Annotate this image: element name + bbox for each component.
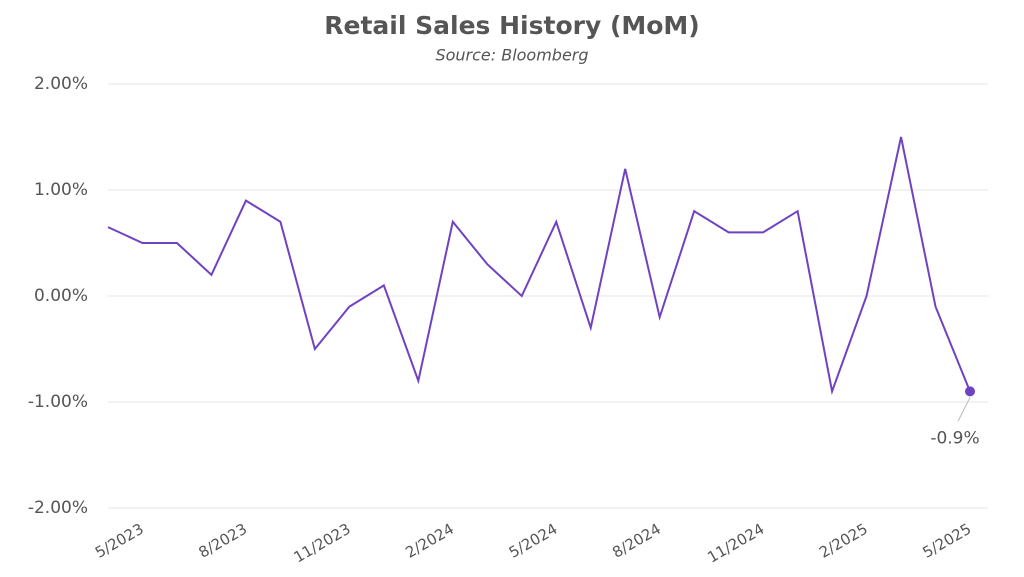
x-tick-label: 2/2024: [402, 520, 457, 562]
point-marker: [965, 386, 975, 397]
x-tick-label: 5/2025: [920, 520, 975, 562]
x-tick-label: 8/2024: [609, 520, 664, 562]
annotation-leader: [957, 397, 971, 422]
chart-subtitle: Source: Bloomberg: [435, 46, 588, 65]
y-tick-label: -2.00%: [28, 498, 88, 518]
x-tick-label: 5/2023: [92, 520, 147, 562]
y-tick-label: 2.00%: [34, 74, 88, 94]
x-tick-label: 11/2024: [704, 520, 767, 567]
x-tick-label: 5/2024: [506, 520, 561, 562]
data-label: -0.9%: [930, 428, 979, 448]
x-tick-label: 2/2025: [816, 520, 871, 562]
y-tick-label: 1.00%: [34, 180, 88, 200]
chart-title: Retail Sales History (MoM): [324, 11, 699, 40]
line: [107, 136, 971, 396]
x-tick-label: 8/2023: [195, 520, 250, 562]
y-tick-label: 0.00%: [34, 286, 88, 306]
y-tick-label: -1.00%: [28, 392, 88, 412]
x-tick-label: 11/2023: [291, 520, 354, 567]
